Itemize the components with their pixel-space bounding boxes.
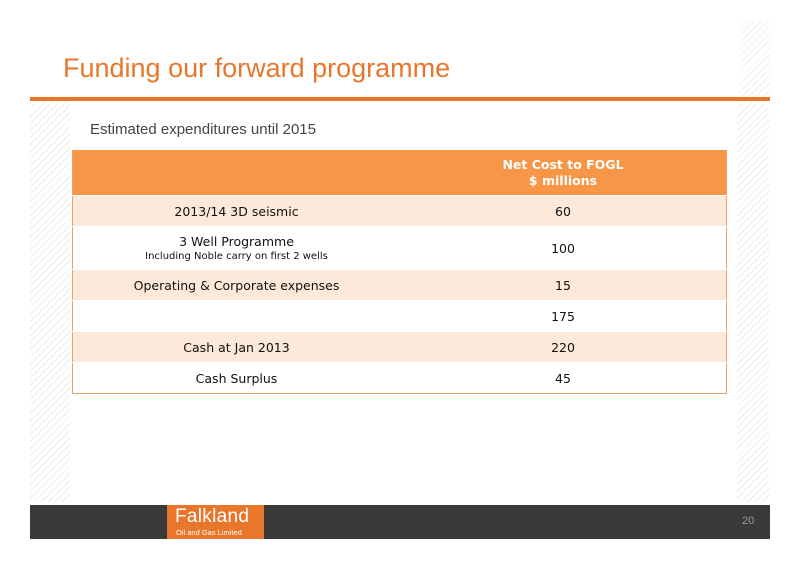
page-number: 20: [742, 515, 755, 527]
row-value: 100: [400, 226, 727, 270]
slide-subtitle: Estimated expenditures until 2015: [90, 121, 316, 138]
row-label: Operating & Corporate expenses: [72, 269, 400, 301]
logo-name: Falkland: [175, 506, 250, 527]
header-net-cost-label: Net Cost to FOGL: [502, 156, 624, 172]
row-value: 60: [400, 195, 727, 227]
row-label: Cash at Jan 2013: [72, 331, 400, 363]
expenditure-table: Net Cost to FOGL $ millions 2013/14 3D s…: [72, 149, 727, 394]
table-row: 3 Well Programme Including Noble carry o…: [72, 226, 727, 270]
header-units-label: $ millions: [528, 172, 598, 188]
header-cell-item: [72, 149, 400, 196]
row-note: Including Noble carry on first 2 wells: [145, 250, 328, 262]
table-row: Operating & Corporate expenses 15: [72, 269, 727, 301]
header-cell-net-cost: Net Cost to FOGL $ millions: [400, 149, 727, 196]
row-label: Cash Surplus: [72, 362, 400, 394]
row-value: 15: [400, 269, 727, 301]
row-label: 2013/14 3D seismic: [72, 195, 400, 227]
row-label: [72, 300, 400, 332]
row-label: 3 Well Programme: [179, 233, 294, 249]
table-header-row: Net Cost to FOGL $ millions: [72, 149, 727, 196]
table-row: 2013/14 3D seismic 60: [72, 195, 727, 227]
table-row: Cash Surplus 45: [72, 362, 727, 394]
table-row: Cash at Jan 2013 220: [72, 331, 727, 363]
row-value-total: 175: [400, 300, 727, 332]
table-row: 175: [72, 300, 727, 332]
row-value: 220: [400, 331, 727, 363]
background-pattern-right: [737, 102, 769, 502]
logo-subtitle: Oil and Gas Limited: [176, 528, 242, 537]
background-pattern-top: [740, 20, 770, 96]
background-pattern-left: [30, 102, 70, 502]
company-logo: Falkland Oil and Gas Limited: [167, 505, 264, 539]
footer-bar: Falkland Oil and Gas Limited 20: [30, 505, 770, 539]
row-value: 45: [400, 362, 727, 394]
title-divider: [30, 97, 770, 101]
row-label-cell: 3 Well Programme Including Noble carry o…: [72, 226, 400, 270]
slide-title: Funding our forward programme: [63, 53, 451, 83]
